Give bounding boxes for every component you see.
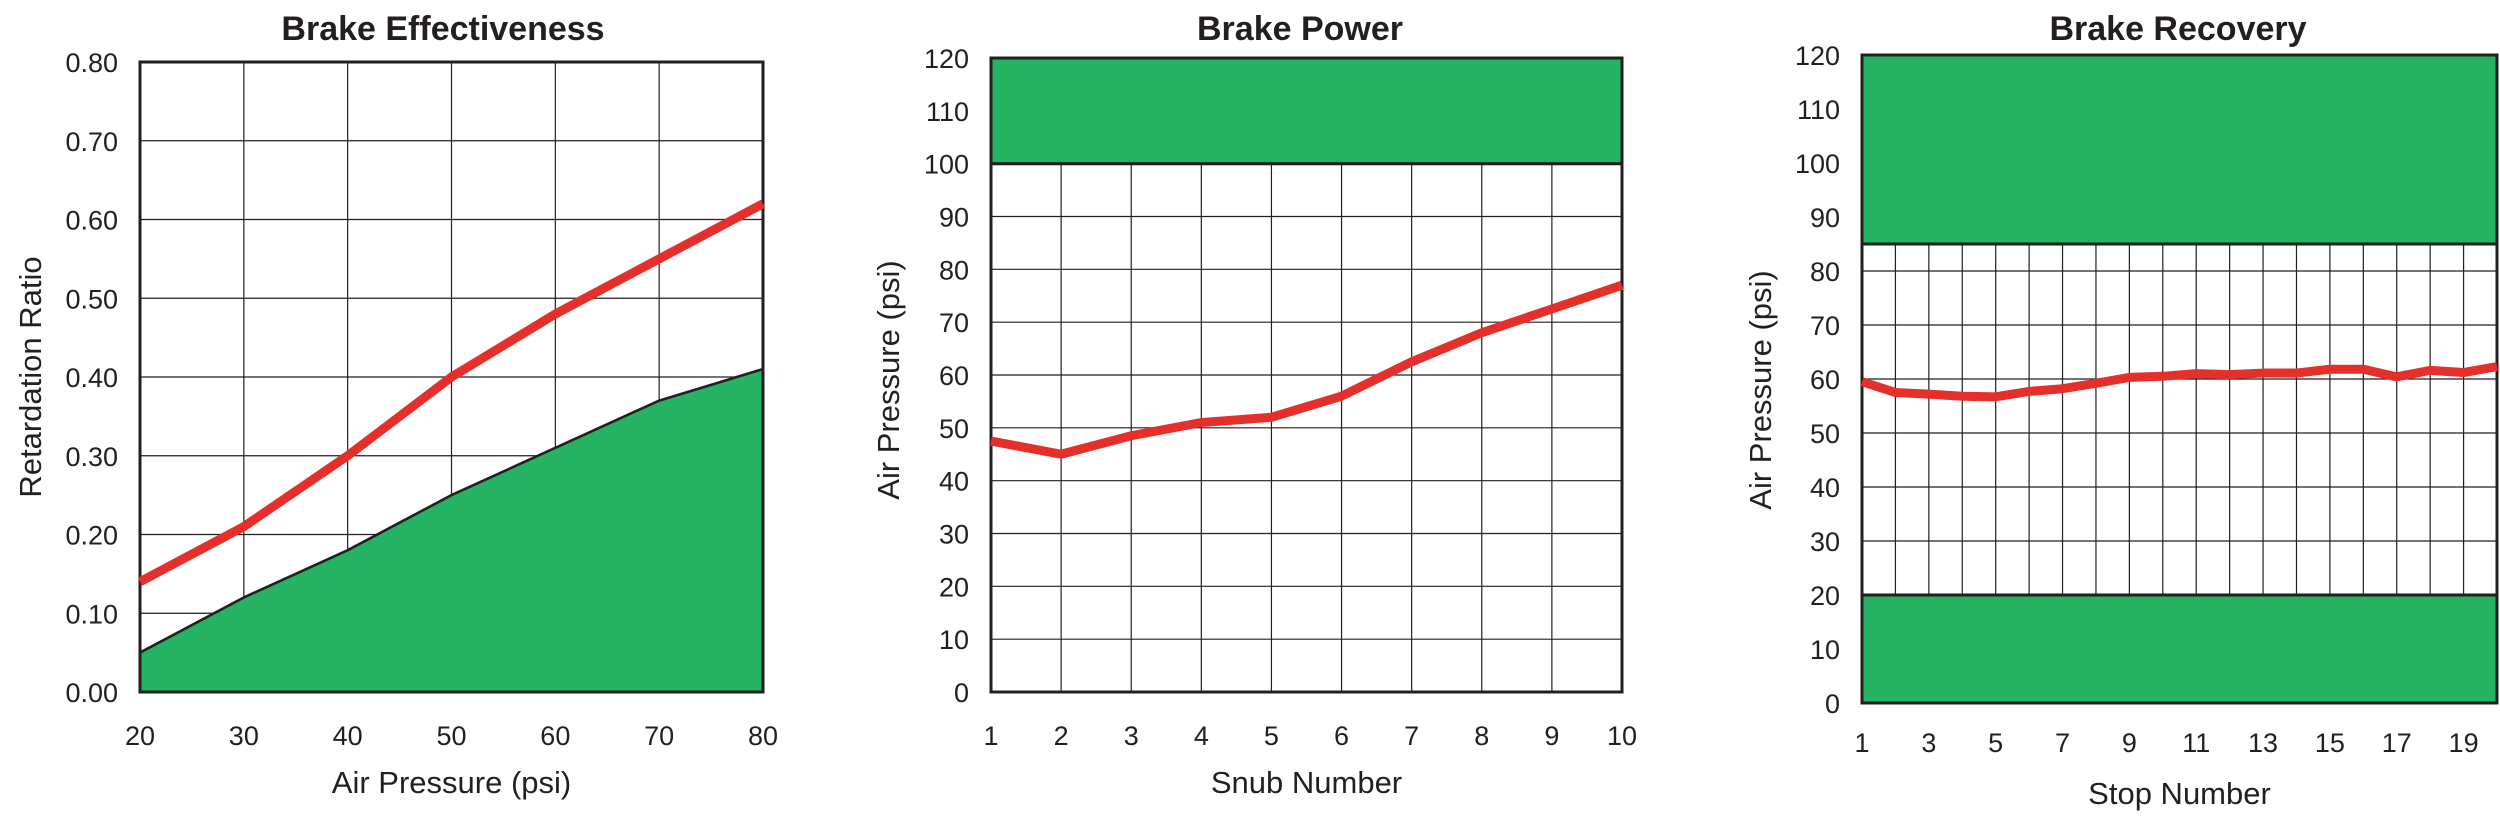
y-tick-label: 0.70 — [65, 127, 118, 157]
x-tick-label: 15 — [2315, 728, 2345, 758]
series-line — [1860, 362, 2498, 402]
x-tick-label: 9 — [1544, 721, 1559, 751]
x-tick-label: 3 — [1921, 728, 1936, 758]
x-tick-label: 13 — [2248, 728, 2278, 758]
y-tick-label: 110 — [1797, 95, 1840, 125]
x-tick-label: 11 — [2182, 728, 2210, 758]
y-tick-label: 0.60 — [65, 206, 118, 236]
y-tick-label: 30 — [939, 520, 969, 550]
y-tick-label: 0 — [1825, 689, 1840, 719]
y-tick-label: 90 — [1810, 203, 1840, 233]
plot-frame — [138, 60, 765, 694]
x-tick-label: 4 — [1194, 721, 1209, 751]
x-tick-label: 60 — [540, 721, 570, 751]
y-tick-label: 10 — [939, 625, 969, 655]
y-tick-label: 50 — [939, 414, 969, 444]
x-tick-label: 5 — [1988, 728, 2003, 758]
plot-frame — [989, 56, 1624, 694]
chart-title: Brake Effectiveness — [281, 10, 604, 48]
chart-panel-3: Brake Recovery 0 10 20 30 40 50 60 70 80 90 100 110 1… — [1743, 10, 2499, 811]
x-axis-label: Snub Number — [1211, 765, 1402, 800]
y-tick-label: 60 — [939, 361, 969, 391]
y-tick-label: 20 — [1810, 581, 1840, 611]
x-tick-label: 1 — [983, 721, 998, 751]
chart-title: Brake Recovery — [2049, 10, 2306, 48]
x-tick-label: 80 — [748, 721, 778, 751]
plot-frame — [1860, 53, 2499, 705]
y-tick-label: 100 — [1795, 149, 1840, 179]
x-tick-label: 17 — [2382, 728, 2412, 758]
x-tick-label: 10 — [1607, 721, 1637, 751]
y-tick-label: 0.10 — [65, 599, 118, 629]
y-tick-label: 70 — [939, 308, 969, 338]
x-tick-label: 2 — [1054, 721, 1069, 751]
x-axis-label: Air Pressure (psi) — [332, 765, 571, 800]
y-tick-label: 0.80 — [65, 48, 118, 78]
x-tick-label: 7 — [1404, 721, 1419, 751]
x-tick-label: 20 — [125, 721, 155, 751]
y-tick-label: 50 — [1810, 419, 1840, 449]
chart-title: Brake Power — [1197, 10, 1403, 48]
x-tick-label: 8 — [1474, 721, 1489, 751]
x-tick-label: 7 — [2055, 728, 2070, 758]
y-tick-label: 0.00 — [65, 678, 118, 708]
y-tick-label: 60 — [1810, 365, 1840, 395]
y-tick-label: 30 — [1810, 527, 1840, 557]
y-tick-label: 20 — [939, 572, 969, 602]
y-axis-label: Air Pressure (psi) — [871, 260, 906, 499]
x-tick-label: 9 — [2122, 728, 2137, 758]
y-tick-label: 0.20 — [65, 521, 118, 551]
chart-panel-1: Brake Effectiveness 0.00 0.10 0.20 0.30 0.40 0… — [13, 10, 778, 800]
y-tick-label: 10 — [1810, 635, 1840, 665]
y-tick-label: 110 — [926, 97, 969, 127]
y-tick-label: 120 — [1795, 41, 1840, 71]
shaded-area-fill — [140, 369, 763, 692]
y-tick-label: 100 — [924, 150, 969, 180]
y-tick-label: 40 — [1810, 473, 1840, 503]
y-tick-label: 0.40 — [65, 363, 118, 393]
x-tick-label: 40 — [333, 721, 363, 751]
series-line — [990, 280, 1624, 459]
y-axis-label: Air Pressure (psi) — [1743, 270, 1778, 509]
y-tick-label: 120 — [924, 44, 969, 74]
y-tick-label: 70 — [1810, 311, 1840, 341]
x-tick-label: 3 — [1124, 721, 1139, 751]
y-tick-label: 80 — [1810, 257, 1840, 287]
x-tick-label: 50 — [436, 721, 466, 751]
y-tick-label: 90 — [939, 203, 969, 233]
y-tick-label: 40 — [939, 467, 969, 497]
y-tick-label: 0.30 — [65, 442, 118, 472]
y-tick-label: 0 — [954, 678, 969, 708]
y-tick-label: 0.50 — [65, 284, 118, 314]
x-tick-label: 6 — [1334, 721, 1349, 751]
x-tick-label: 70 — [644, 721, 674, 751]
shaded-band-overlay — [1860, 53, 2499, 246]
y-axis-label: Retardation Ratio — [13, 256, 48, 497]
x-tick-label: 19 — [2449, 728, 2479, 758]
x-tick-label: 5 — [1264, 721, 1279, 751]
shaded-band-overlay — [989, 56, 1624, 166]
shaded-band-overlay — [1860, 593, 2499, 705]
shaded-area-boundary — [139, 367, 764, 654]
chart-panel-2: Brake Power01020304050607080901001101201… — [871, 10, 1637, 800]
x-axis-label: Stop Number — [2088, 776, 2271, 811]
y-tick-label: 80 — [939, 255, 969, 285]
x-tick-label: 30 — [229, 721, 259, 751]
x-tick-label: 1 — [1854, 728, 1869, 758]
